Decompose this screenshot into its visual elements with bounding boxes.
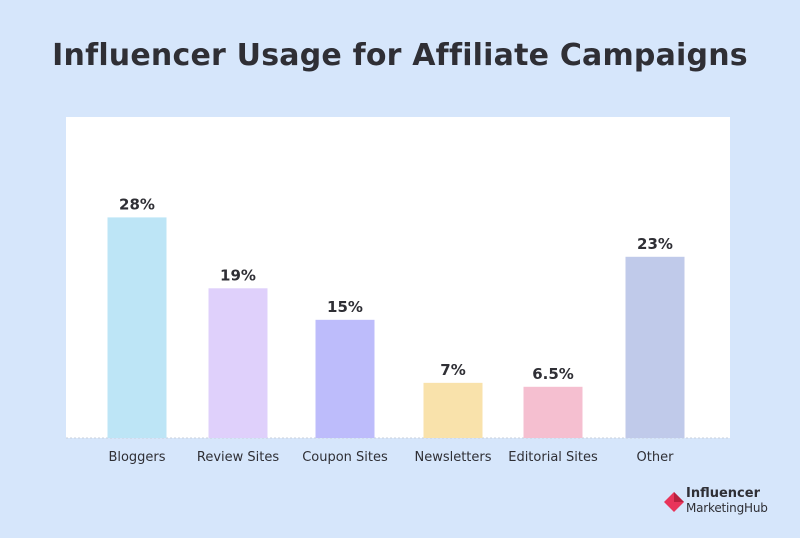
bar-editorial-sites bbox=[523, 386, 583, 438]
category-label: Coupon Sites bbox=[302, 450, 388, 465]
brand-logo: Influencer MarketingHub bbox=[664, 486, 794, 520]
bar-newsletters bbox=[423, 382, 483, 438]
bar-bloggers bbox=[107, 217, 167, 438]
logo-diamond-icon bbox=[664, 492, 684, 512]
category-label: Editorial Sites bbox=[508, 450, 598, 465]
data-label: 15% bbox=[327, 298, 363, 316]
data-label: 19% bbox=[220, 266, 256, 284]
bar-coupon-sites bbox=[315, 319, 375, 438]
bar-review-sites bbox=[208, 288, 268, 438]
category-label: Review Sites bbox=[197, 450, 279, 465]
chart-panel bbox=[66, 117, 730, 438]
bar-other bbox=[625, 256, 685, 438]
logo-text-line1: Influencer bbox=[686, 486, 760, 501]
data-label: 28% bbox=[119, 195, 155, 213]
data-label: 6.5% bbox=[532, 365, 574, 383]
logo-text-line2: MarketingHub bbox=[686, 501, 768, 515]
data-label: 7% bbox=[440, 361, 465, 379]
category-label: Newsletters bbox=[414, 450, 491, 465]
chart-title: Influencer Usage for Affiliate Campaigns bbox=[52, 38, 748, 73]
category-label: Bloggers bbox=[108, 450, 165, 465]
data-label: 23% bbox=[637, 235, 673, 253]
category-label: Other bbox=[637, 450, 675, 465]
